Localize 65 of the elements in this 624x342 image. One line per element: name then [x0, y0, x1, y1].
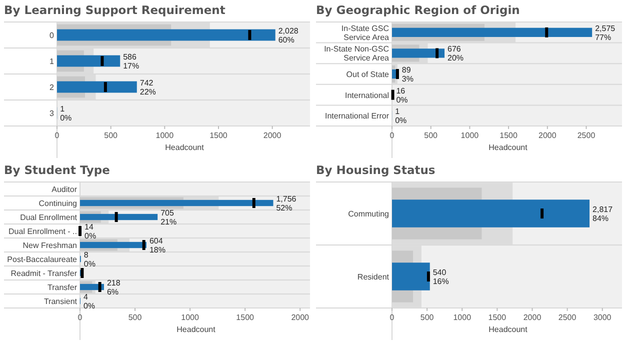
data-label: 586 17%: [123, 52, 140, 70]
x-tick-label: 1500: [210, 131, 228, 140]
data-label: 676 20%: [448, 44, 464, 63]
x-tick-label: 2500: [577, 131, 596, 140]
x-tick-label: 2000: [263, 131, 282, 140]
data-label: 2,817 84%: [592, 205, 614, 223]
y-tick-label: Commuting: [348, 210, 389, 218]
y-tick-label: International Error: [324, 112, 390, 121]
x-axis-title: Headcount: [488, 143, 528, 152]
data-label: 1 0%: [395, 107, 407, 126]
chart-title: By Geographic Region of Origin: [316, 3, 520, 17]
x-tick-label: 500: [128, 313, 142, 322]
data-label: 1 0%: [60, 104, 72, 122]
data-label: 742 22%: [140, 78, 156, 96]
y-tick-label: 1: [50, 57, 55, 66]
y-tick-label: 2: [50, 83, 55, 92]
x-tick-label: 2000: [291, 313, 310, 322]
y-tick-label: Continuing: [38, 199, 77, 208]
y-tick-label: In-State GSC Service Area: [341, 24, 390, 42]
x-tick-label: 500: [424, 131, 438, 140]
data-label: 705 21%: [160, 208, 177, 226]
y-tick-label: Transient: [44, 297, 78, 306]
y-tick-label: In-State Non-GSC Service Area: [324, 44, 390, 63]
y-tick-label: Auditor: [52, 185, 78, 194]
x-tick-label: 2000: [523, 313, 542, 322]
y-tick-label: Readmit - Transfer: [10, 269, 78, 278]
data-label: 16 0%: [396, 86, 408, 104]
y-tick-label: 3: [50, 109, 55, 118]
data-label: 4 0%: [83, 292, 96, 310]
x-tick-label: 1500: [488, 313, 507, 322]
data-label: 604 18%: [149, 236, 166, 254]
y-tick-label: Dual Enrollment: [20, 213, 78, 222]
x-tick-label: 3000: [593, 313, 612, 322]
x-tick-label: 1000: [156, 131, 174, 140]
x-axis-title: Headcount: [165, 143, 205, 152]
chart-title: By Learning Support Requirement: [4, 3, 226, 17]
y-tick-label: Post-Baccalaureate: [7, 255, 78, 264]
y-tick-label: 0: [50, 31, 55, 40]
x-tick-label: 1500: [236, 313, 255, 322]
chart-title: By Housing Status: [316, 163, 436, 177]
x-axis-title: Headcount: [176, 325, 216, 334]
data-label: 89 3%: [402, 66, 414, 84]
y-tick-label: International: [344, 90, 390, 100]
x-tick-label: 2000: [538, 131, 557, 140]
y-tick-label: Resident: [357, 272, 390, 282]
y-tick-label: New Freshman: [22, 241, 77, 250]
y-tick-label: Transfer: [48, 283, 78, 292]
data-label: 218 6%: [106, 278, 121, 296]
data-label: 1,756 52%: [276, 194, 297, 212]
x-tick-label: 1000: [181, 313, 200, 322]
x-tick-label: 1500: [500, 131, 518, 140]
x-tick-label: 500: [420, 313, 434, 322]
data-label: 2,575 77%: [595, 24, 616, 42]
chart-title: By Student Type: [4, 163, 110, 177]
x-tick-label: 1000: [460, 131, 480, 140]
y-tick-label: Dual Enrollment - ..: [8, 227, 77, 236]
x-tick-label: 500: [104, 131, 118, 140]
y-tick-label: Out of State: [346, 70, 390, 79]
data-label: 14 0%: [84, 222, 96, 240]
x-tick-label: 1000: [453, 313, 472, 322]
data-label: 8 0%: [84, 250, 96, 268]
data-label: 540 16%: [432, 268, 449, 286]
x-axis-title: Headcount: [488, 325, 528, 334]
x-tick-label: 2500: [558, 313, 577, 322]
data-label: 2,028 60%: [278, 26, 299, 44]
